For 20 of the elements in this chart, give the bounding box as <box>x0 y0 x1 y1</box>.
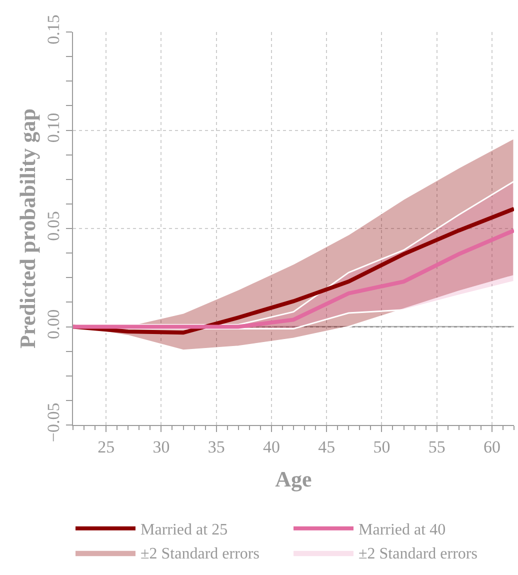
text: ±2 Standard errors <box>140 545 260 562</box>
y-tick-label: 0.10 <box>44 112 64 143</box>
legend-label: Married at 25 <box>140 522 228 539</box>
x-tick-label: 25 <box>98 437 115 456</box>
y-tick-label: 0.05 <box>44 211 64 241</box>
text: ±2 Standard errors <box>358 545 478 562</box>
x-tick-label: 35 <box>208 437 225 456</box>
legend-label: Married at 40 <box>358 522 446 539</box>
y-tick-label: −0.05 <box>44 402 64 442</box>
line-series <box>73 228 514 329</box>
x-tick-label: 55 <box>428 437 446 456</box>
x-tick-label: 30 <box>152 437 170 456</box>
y-tick-label: 0.15 <box>44 14 64 44</box>
x-tick-label: 45 <box>318 437 336 456</box>
y-axis-title: Predicted probability gap <box>15 108 40 348</box>
y-tick-label: 0.00 <box>44 309 64 340</box>
x-axis-title: Age <box>275 466 312 492</box>
x-tick-label: 50 <box>373 437 390 456</box>
x-tick-label: 40 <box>262 437 280 456</box>
x-tick-label: 60 <box>483 437 500 456</box>
